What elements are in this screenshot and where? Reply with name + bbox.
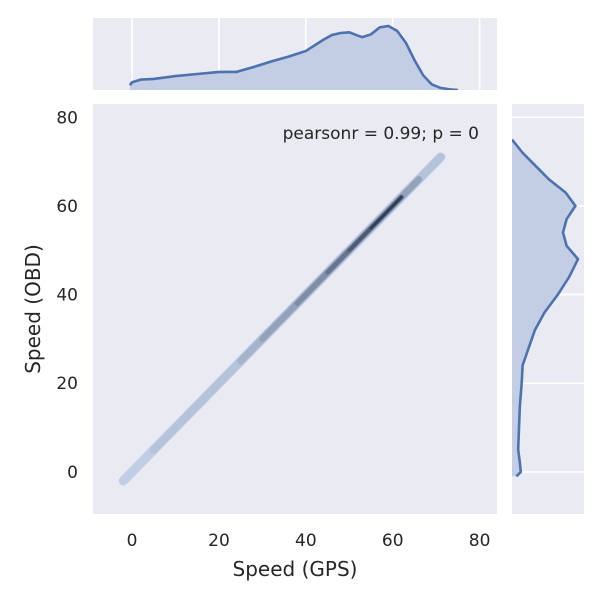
y-axis-title: Speed (OBD) [21, 244, 45, 374]
marginal-x-kde-line [128, 24, 459, 90]
x-tick-label: 0 [127, 531, 138, 551]
x-tick-label: 60 [382, 531, 404, 551]
y-tick-label: 60 [56, 197, 78, 217]
x-tick-labels: 0 20 40 60 80 [127, 531, 491, 551]
y-tick-labels: 0 20 40 60 80 [56, 108, 78, 483]
joint-panel: pearsonr = 0.99; p = 0 [93, 104, 497, 514]
x-tick-label: 40 [295, 531, 317, 551]
y-tick-label: 40 [56, 286, 78, 306]
pearsonr-annotation: pearsonr = 0.99; p = 0 [283, 124, 479, 144]
marginal-y-panel [512, 104, 584, 514]
marginal-x-kde-fill [129, 26, 458, 90]
marginal-y-kde-line [512, 138, 580, 478]
marginal-y-kde-fill [512, 139, 578, 477]
marginal-x-panel [93, 18, 497, 90]
x-tick-label: 80 [469, 531, 491, 551]
density-contour [369, 195, 403, 230]
y-tick-label: 80 [56, 108, 78, 128]
x-axis-title: Speed (GPS) [233, 557, 358, 581]
y-tick-label: 20 [56, 374, 78, 394]
y-tick-label: 0 [67, 463, 78, 483]
x-tick-label: 20 [208, 531, 230, 551]
joint-density-ridge [118, 152, 446, 486]
